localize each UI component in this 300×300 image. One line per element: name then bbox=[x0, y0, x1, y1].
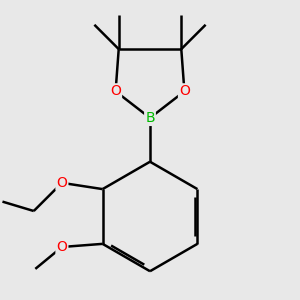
Text: O: O bbox=[56, 240, 67, 254]
Text: O: O bbox=[110, 84, 121, 98]
Text: O: O bbox=[56, 176, 67, 190]
Text: B: B bbox=[145, 111, 155, 125]
Text: O: O bbox=[179, 84, 190, 98]
